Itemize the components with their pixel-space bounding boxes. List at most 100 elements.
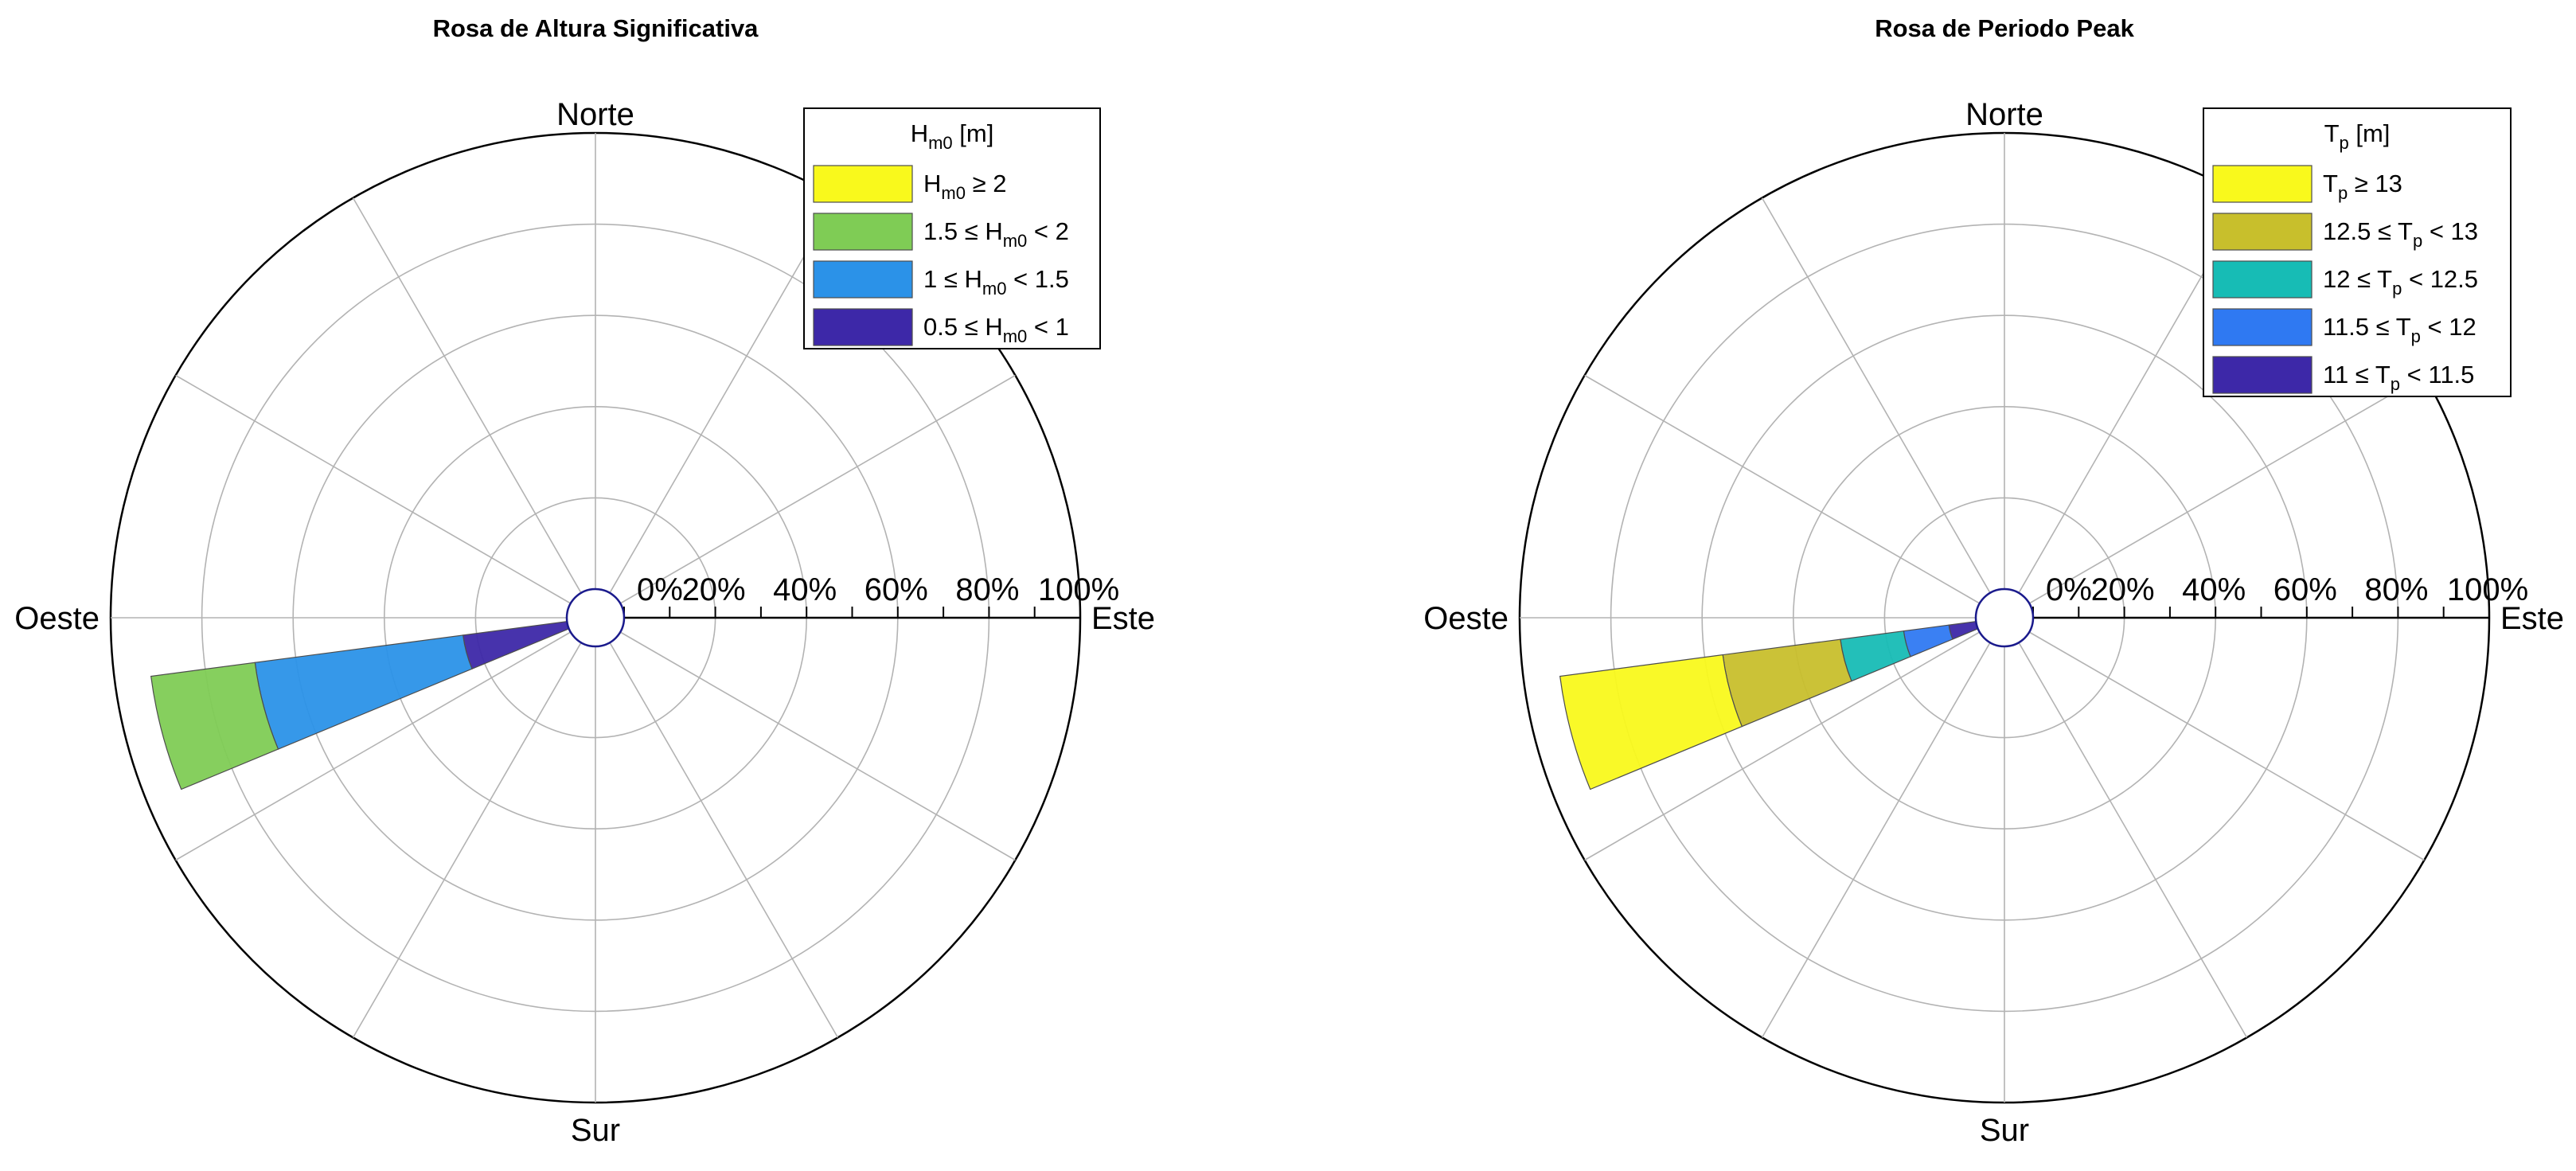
legend-text-part: 12.5 ≤ T [2323,217,2413,245]
legend-swatch [2212,165,2313,203]
radial-tick-label: 0% [637,572,683,607]
legend-text-part: ≥ 13 [2348,170,2402,197]
legend-title: Hm0 [m] [911,119,994,153]
legend-label: 12.5 ≤ Tp < 13 [2323,217,2478,251]
wedge-segment [462,621,570,669]
direction-label-south: Sur [1980,1113,2029,1148]
legend-text-part: < 1.5 [1006,265,1068,293]
grid-spoke [2018,642,2248,1038]
grid-spoke [2028,631,2425,861]
legend-subscript: m0 [1003,326,1028,346]
legend-subscript: m0 [928,133,953,153]
wedge-segment [1722,638,1852,728]
grid-spoke [175,631,572,861]
radial-tick-label: 60% [865,572,928,607]
legend-text-part: < 12 [2421,313,2476,341]
legend-subscript: p [2340,133,2349,153]
radial-tick-label: 80% [955,572,1019,607]
legend-text-part: < 13 [2422,217,2478,245]
legend-box [2203,107,2512,397]
grid-spoke [619,374,1016,604]
legend-label: 0.5 ≤ Hm0 < 1 [923,313,1069,346]
direction-label-north: Norte [556,97,634,132]
legend-label: 1 ≤ Hm0 < 1.5 [923,265,1069,299]
legend-text-part: ≥ 2 [966,170,1006,197]
legend-swatch [2212,356,2313,394]
legend-subscript: m0 [982,279,1007,299]
legend-text-part: T [2323,170,2338,197]
direction-label-north: Norte [1965,97,2043,132]
legend-label: 12 ≤ Tp < 12.5 [2323,265,2478,299]
legend-text-part: 1 ≤ H [923,265,982,293]
grid-spoke [352,197,582,594]
direction-label-east: Este [2500,601,2564,636]
grid-spoke [1584,631,1981,861]
grid-spoke [352,642,582,1038]
wedge-segment [150,662,279,790]
radial-tick-label: 100% [1038,572,1119,607]
chart-title: Rosa de Altura Significativa [433,14,759,42]
legend-title: Tp [m] [2324,119,2391,153]
legend-label: 11 ≤ Tp < 11.5 [2323,361,2474,394]
grid-spoke [1584,374,1981,604]
legend-subscript: p [2411,326,2421,346]
legend-subscript: p [2392,279,2402,299]
radial-tick-label: 80% [2364,572,2428,607]
legend-text-part: [m] [953,119,994,147]
grid-spoke [619,631,1016,861]
legend-subscript: m0 [941,183,966,203]
radial-tick-label: 60% [2274,572,2337,607]
legend-text-part: < 11.5 [2400,361,2474,388]
legend-label: Hm0 ≥ 2 [923,170,1006,203]
grid-spoke [1761,642,1991,1038]
wedge-segment [1948,621,1979,640]
legend-label: Tp ≥ 13 [2323,170,2402,203]
grid-spoke [175,374,572,604]
direction-label-west: Oeste [14,601,100,636]
radial-tick-label: 0% [2046,572,2092,607]
legend-subscript: p [2338,183,2348,203]
legend-subscript: p [2413,231,2422,251]
wedge-segment [1559,654,1743,790]
legend-label: 1.5 ≤ Hm0 < 2 [923,217,1069,251]
legend-swatch [813,308,913,346]
center-circle [1974,587,2035,648]
legend-swatch [813,260,913,299]
wave-rose-1: Rosa de Altura Significativa 0%20% 40% 60% 8… [14,14,1155,1148]
legend-text-part: H [923,170,941,197]
legend-text-part: 0.5 ≤ H [923,313,1003,341]
legend-text-part: [m] [2349,119,2391,147]
legend-subscript: p [2391,374,2400,394]
legend-swatch [2212,308,2313,346]
center-circle [565,587,626,648]
legend-swatch [2212,260,2313,299]
legend-text-part: 12 ≤ T [2323,265,2392,293]
legend-text-part: < 2 [1027,217,1069,245]
radial-tick-label: 20% [2091,572,2155,607]
direction-label-south: Sur [571,1113,620,1148]
legend-text-part: < 12.5 [2402,265,2478,293]
radial-tick-label: 100% [2447,572,2528,607]
legend-text-part: 11.5 ≤ T [2323,313,2411,341]
legend-swatch [813,165,913,203]
wedge-segment [1840,630,1911,682]
radial-tick-label: 20% [682,572,746,607]
legend-text-part: 11 ≤ T [2323,361,2391,388]
legend-text-part: < 1 [1027,313,1069,341]
legend-swatch [813,213,913,251]
grid-spoke [2028,374,2425,604]
grid-spoke [609,197,839,594]
legend-label: 11.5 ≤ Tp < 12 [2323,313,2476,346]
grid-spoke [609,642,839,1038]
wedge-segment [254,634,473,750]
legend-swatch [2212,213,2313,251]
legend-text-part: H [911,119,928,147]
direction-label-west: Oeste [1423,601,1509,636]
grid-spoke [1761,197,1991,594]
chart-title: Rosa de Periodo Peak [1875,14,2134,42]
wave-rose-2: Rosa de Periodo Peak 0%20% 40% 60% 80% 100% No… [1423,14,2564,1148]
legend-text-part: 1.5 ≤ H [923,217,1003,245]
radial-tick-label: 40% [773,572,837,607]
direction-label-east: Este [1091,601,1155,636]
